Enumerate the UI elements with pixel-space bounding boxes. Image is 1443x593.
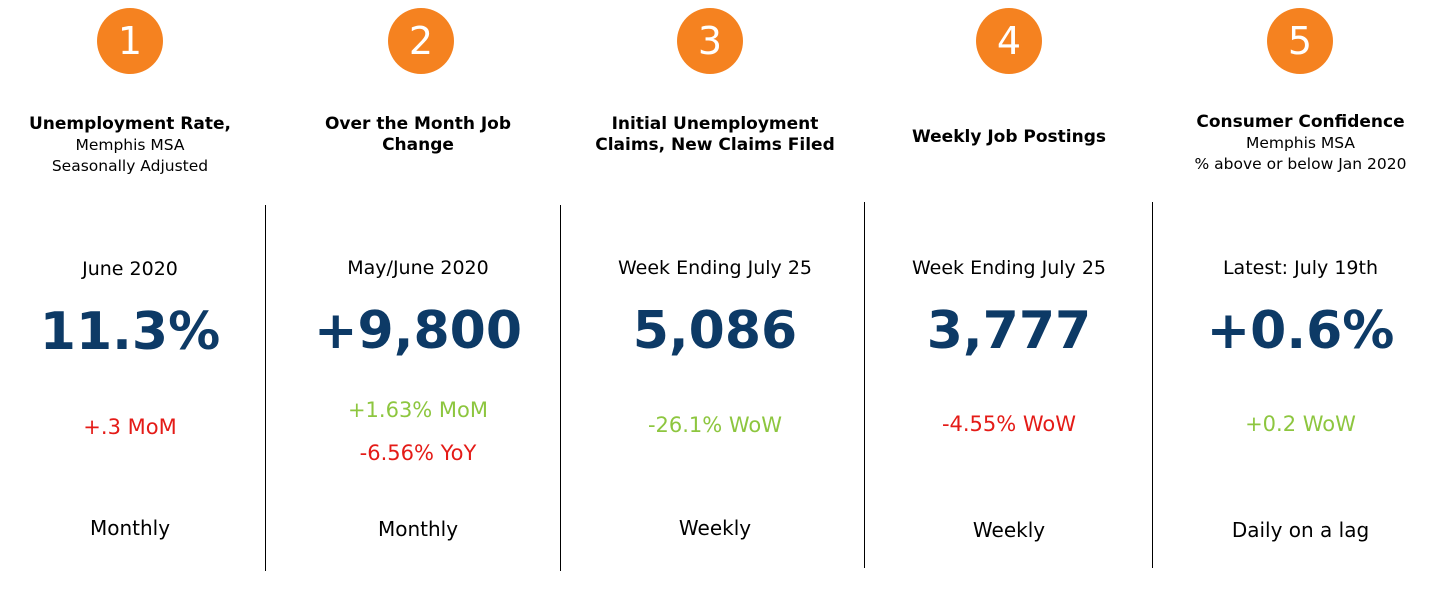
card-change: -6.56% YoY [359,441,477,465]
card-period: Week Ending July 25 [911,257,1106,279]
card-change: +0.2 WoW [1245,412,1356,436]
metric-card-consumer-confidence: 5 Consumer Confidence Memphis MSA % abov… [1158,0,1443,593]
column-divider [864,202,865,568]
card-heading: Weekly Job Postings [865,127,1153,148]
card-frequency: Monthly [89,516,171,540]
card-title: Claims, New Claims Filed [595,135,835,155]
card-frequency: Daily on a lag [1231,518,1370,542]
metric-card-unemployment-rate: 1 Unemployment Rate, Memphis MSA Seasona… [0,0,260,593]
number-badge: 2 [388,8,454,74]
number-badge: 4 [976,8,1042,74]
card-value: 3,777 [926,301,1092,361]
card-heading: Unemployment Rate, Memphis MSA Seasonall… [0,114,260,177]
card-title: Change [382,135,454,155]
card-value: 5,086 [632,301,798,361]
card-title: Over the Month Job [324,114,512,134]
card-title: Consumer Confidence [1196,112,1405,132]
card-period: Latest: July 19th [1222,257,1379,279]
card-subtitle: Seasonally Adjusted [51,157,209,175]
card-subtitle: % above or below Jan 2020 [1194,155,1407,173]
card-change: +.3 MoM [83,415,177,439]
card-subtitle: Memphis MSA [1245,134,1356,152]
card-title: Weekly Job Postings [911,127,1107,147]
number-badge: 5 [1267,8,1333,74]
column-divider [265,205,266,571]
metric-card-job-change: 2 Over the Month Job Change May/June 202… [271,0,565,593]
number-badge: 1 [97,8,163,74]
card-change: -4.55% WoW [941,412,1077,436]
number-badge: 3 [677,8,743,74]
column-divider [1152,202,1153,568]
card-title: Initial Unemployment [611,114,819,134]
metric-card-initial-claims: 3 Initial Unemployment Claims, New Claim… [566,0,864,593]
card-value: 11.3% [39,302,221,362]
card-value: +0.6% [1206,301,1395,361]
card-frequency: Weekly [972,518,1046,542]
card-frequency: Monthly [377,517,459,541]
card-heading: Consumer Confidence Memphis MSA % above … [1158,112,1443,175]
card-period: June 2020 [82,258,178,280]
card-heading: Initial Unemployment Claims, New Claims … [566,114,864,156]
card-period: May/June 2020 [347,257,489,279]
column-divider [560,205,561,571]
card-change: -26.1% WoW [647,413,783,437]
metric-card-job-postings: 4 Weekly Job Postings Week Ending July 2… [865,0,1153,593]
card-title: Unemployment Rate, [29,114,231,134]
card-frequency: Weekly [678,516,752,540]
card-change: +1.63% MoM [347,398,489,422]
card-value: +9,800 [313,301,523,361]
card-subtitle: Memphis MSA [75,136,185,154]
card-heading: Over the Month Job Change [271,114,565,156]
card-period: Week Ending July 25 [617,257,812,279]
